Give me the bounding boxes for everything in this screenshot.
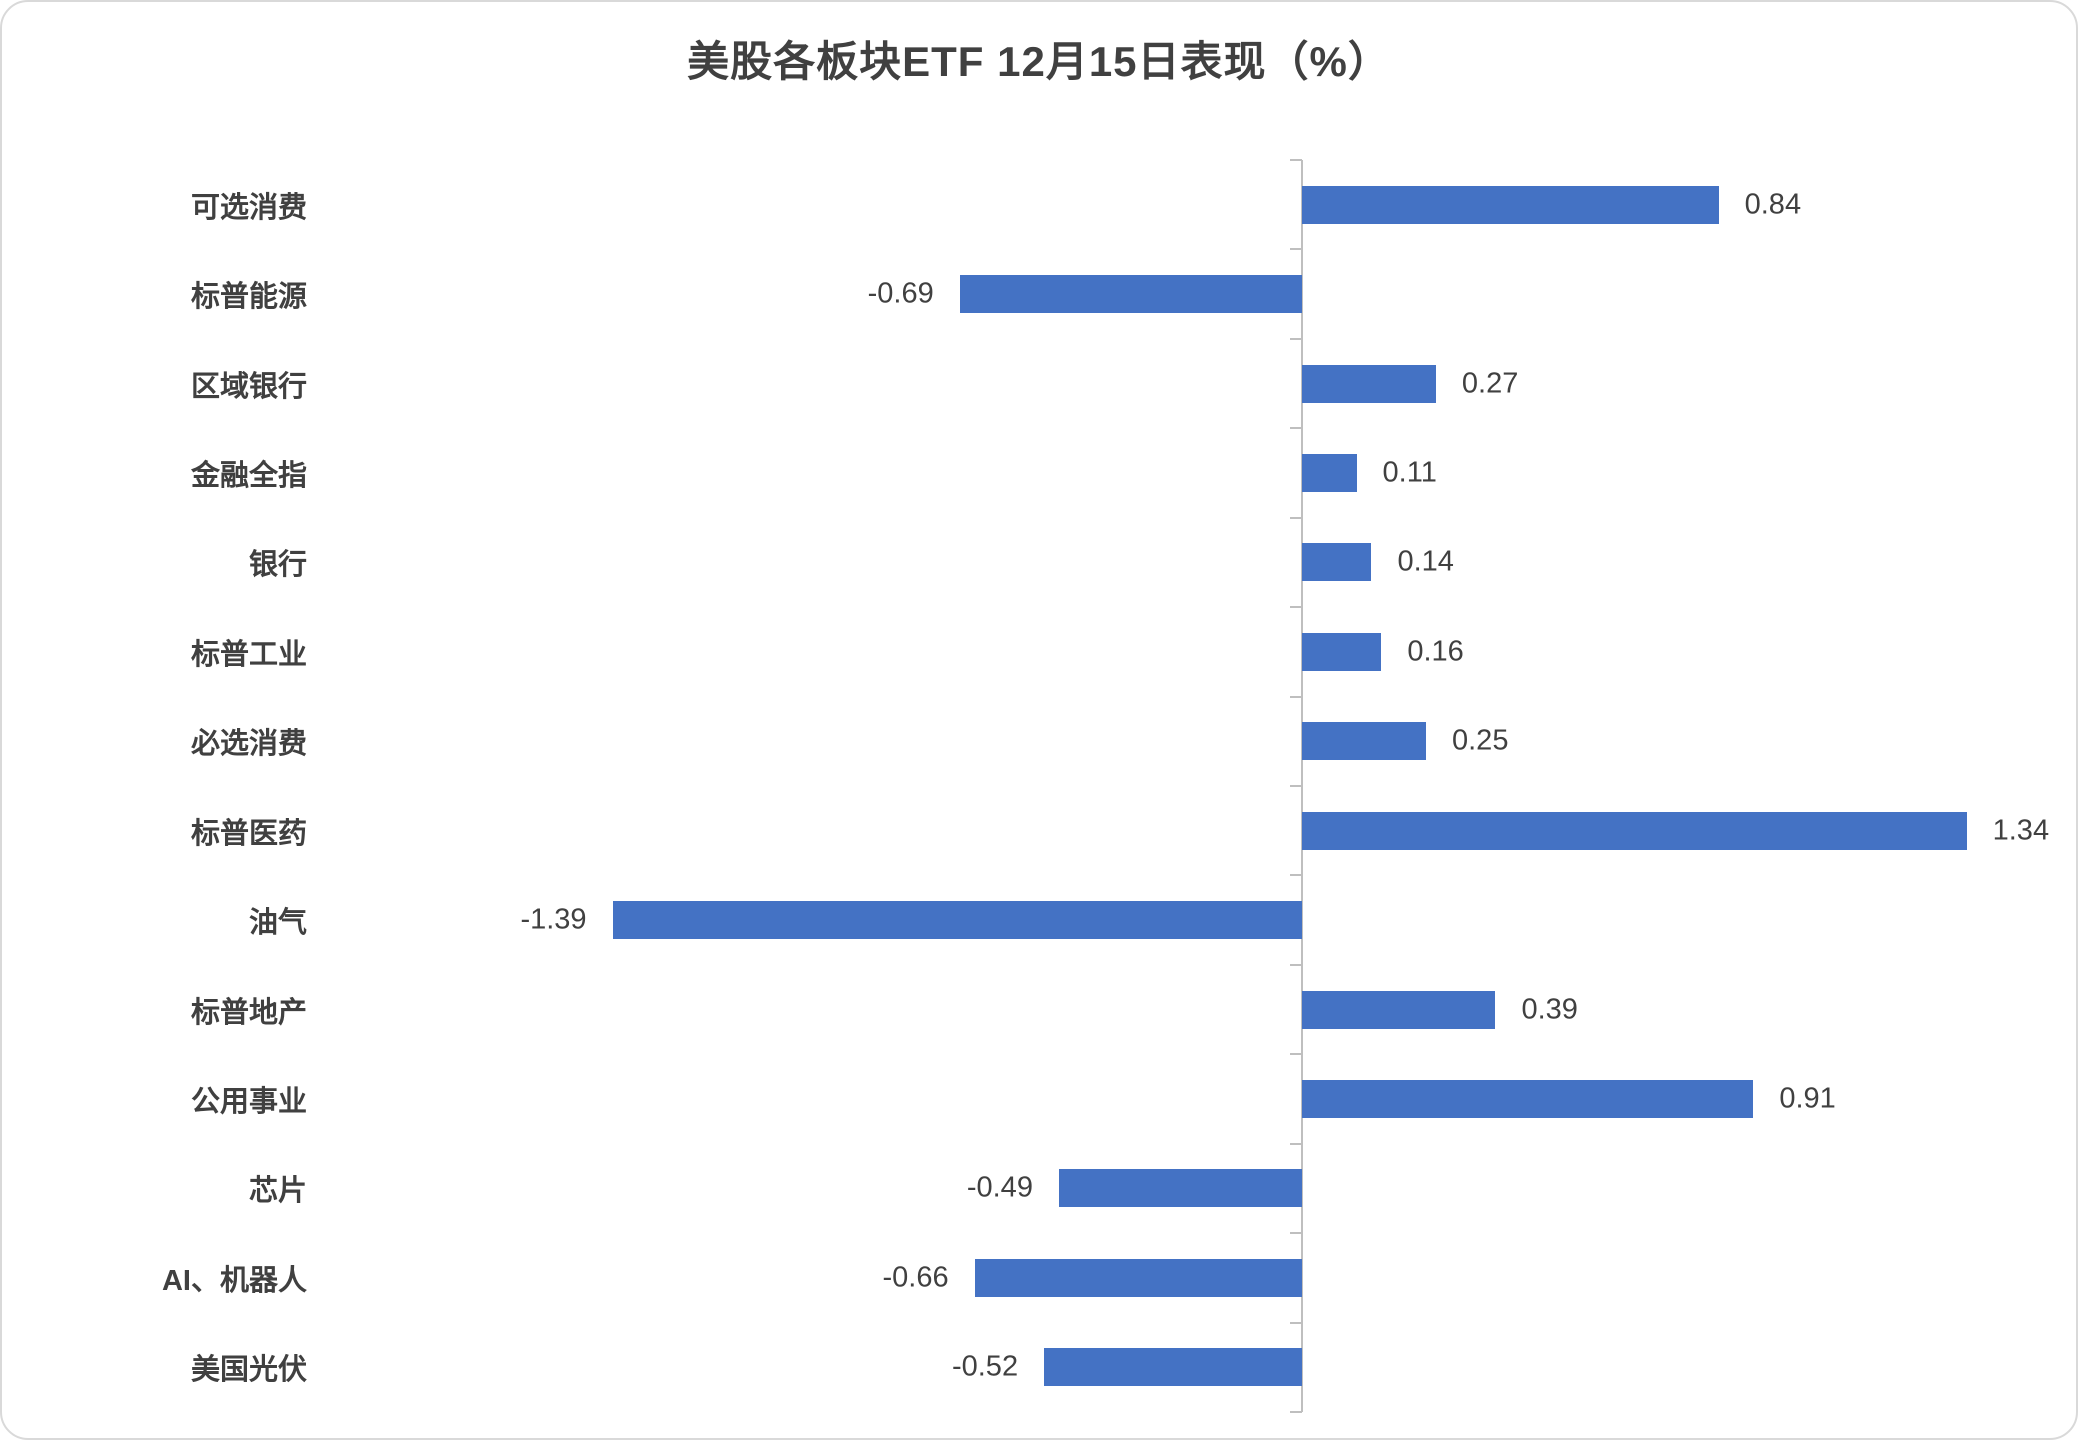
- axis-tick: [1290, 427, 1302, 429]
- value-label: 0.27: [1461, 367, 1519, 400]
- bar: [959, 275, 1302, 314]
- axis-tick: [1290, 964, 1302, 966]
- value-label: 0.84: [1744, 188, 1802, 221]
- axis-tick: [1290, 248, 1302, 250]
- axis-tick: [1290, 159, 1302, 161]
- value-label: 0.91: [1779, 1082, 1836, 1115]
- axis-tick: [1290, 696, 1302, 698]
- category-label: 油气: [248, 907, 307, 940]
- bar: [1302, 1080, 1754, 1118]
- category-label: 公用事业: [190, 1086, 307, 1118]
- category-label: 银行: [248, 549, 307, 582]
- category-label: 美国光伏: [190, 1354, 307, 1387]
- category-label: 标普医药: [190, 817, 307, 850]
- bar: [1302, 185, 1719, 224]
- axis-tick: [1290, 785, 1302, 787]
- value-label: 0.39: [1521, 993, 1578, 1026]
- category-label: AI、机器人: [161, 1264, 307, 1297]
- axis-tick: [1290, 1411, 1302, 1413]
- bar: [974, 1258, 1302, 1297]
- axis-tick: [1290, 874, 1302, 876]
- value-label: -0.49: [966, 1171, 1033, 1204]
- value-label: 0.16: [1407, 635, 1464, 668]
- category-label: 必选消费: [190, 728, 307, 761]
- plot-area: 可选消费 0.84 标普能源 -0.69 区域银行 0.27 金融全指 0.11 银行 0.14 标…: [2, 159, 2076, 1413]
- axis-tick: [1290, 1322, 1302, 1324]
- value-axis-zero-line: [1301, 160, 1303, 1412]
- category-label: 区域银行: [190, 370, 307, 403]
- category-label: 标普地产: [190, 996, 307, 1029]
- axis-tick: [1290, 1053, 1302, 1055]
- bar: [1302, 811, 1967, 850]
- bar: [1044, 1348, 1302, 1387]
- value-label: -0.66: [882, 1261, 949, 1294]
- value-label: 0.14: [1397, 545, 1454, 578]
- chart-title: 美股各板块ETF 12月15日表现（%）: [687, 38, 1391, 85]
- bar: [1302, 722, 1426, 761]
- category-label: 可选消费: [190, 191, 307, 224]
- bar: [1302, 990, 1496, 1029]
- axis-tick: [1290, 606, 1302, 608]
- value-label: -1.39: [520, 903, 587, 936]
- axis-tick: [1290, 1232, 1302, 1234]
- value-label: -0.69: [867, 277, 934, 310]
- bar: [612, 901, 1302, 940]
- bar: [1058, 1169, 1302, 1208]
- bar: [1302, 543, 1372, 582]
- bar: [1302, 364, 1436, 403]
- bar: [1302, 454, 1357, 492]
- axis-tick: [1290, 1143, 1302, 1145]
- category-label: 标普工业: [190, 638, 307, 671]
- value-label: 0.11: [1382, 456, 1437, 489]
- axis-tick: [1290, 338, 1302, 340]
- axis-tick: [1290, 517, 1302, 519]
- value-label: 1.34: [1992, 814, 2050, 847]
- bar: [1302, 632, 1382, 671]
- category-label: 金融全指: [190, 460, 307, 492]
- category-label: 芯片: [248, 1175, 307, 1208]
- category-label: 标普能源: [190, 281, 307, 314]
- value-label: 0.25: [1452, 724, 1509, 757]
- value-label: -0.52: [951, 1350, 1019, 1383]
